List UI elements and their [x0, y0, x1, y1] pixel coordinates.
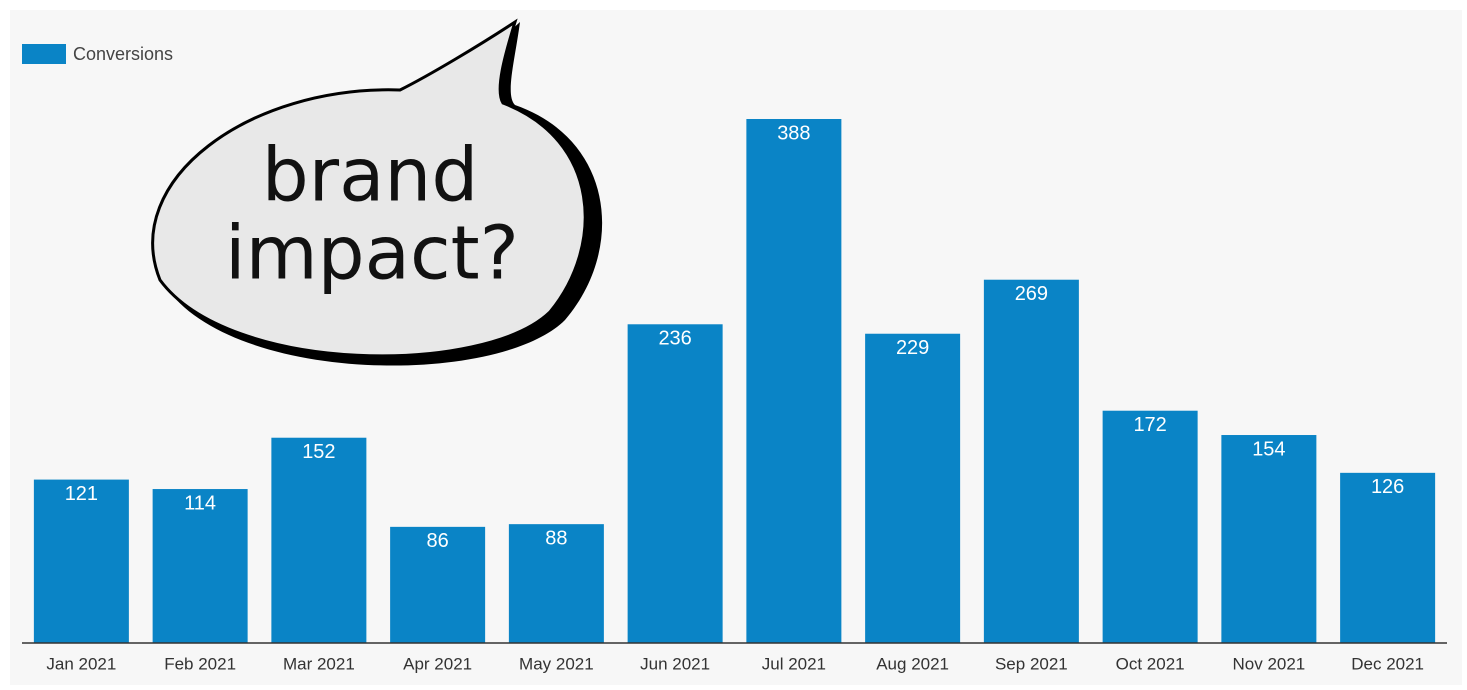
bar: [152, 489, 248, 643]
value-label: 154: [1252, 438, 1285, 460]
legend-label: Conversions: [73, 44, 173, 64]
x-tick-label: Dec 2021: [1351, 654, 1424, 673]
x-tick-label: Aug 2021: [876, 654, 949, 673]
bar: [865, 333, 961, 643]
value-label: 114: [184, 492, 216, 514]
bar: [33, 479, 129, 643]
bar: [983, 279, 1079, 643]
value-label: 388: [777, 122, 810, 144]
x-tick-label: Nov 2021: [1232, 654, 1305, 673]
value-label: 172: [1133, 414, 1166, 436]
x-tick-label: Feb 2021: [164, 654, 236, 673]
value-label: 121: [65, 483, 98, 505]
x-tick-label: Jan 2021: [46, 654, 116, 673]
x-tick-label: Apr 2021: [403, 654, 472, 673]
bar: [508, 524, 604, 643]
legend-swatch: [22, 44, 66, 64]
bubble: [151, 18, 587, 358]
value-label: 229: [896, 337, 929, 359]
annotation: brand: [262, 133, 479, 219]
value-label: 236: [658, 328, 691, 350]
value-label: 86: [427, 530, 449, 552]
bar: [390, 526, 486, 643]
bar: [1340, 472, 1436, 643]
bar: [1102, 410, 1198, 643]
bar: [1221, 435, 1317, 643]
plot: Conversions 121 114 152 86 88 236 388 229 269 172 1…: [22, 44, 1447, 673]
x-tick-label: Oct 2021: [1116, 654, 1185, 673]
value-label: 126: [1371, 476, 1404, 498]
x-tick-label: Jul 2021: [762, 654, 826, 673]
x-tick-label: Jun 2021: [640, 654, 710, 673]
bar: [746, 119, 842, 643]
value-label: 269: [1015, 283, 1048, 305]
value-label: 88: [545, 527, 567, 549]
x-tick-label: May 2021: [519, 654, 594, 673]
speech-bubble: brand impact?: [151, 18, 603, 366]
x-tick-label: Sep 2021: [995, 654, 1068, 673]
annotation: impact?: [225, 211, 519, 297]
bar: [627, 324, 723, 643]
value-label: 152: [302, 441, 335, 463]
bar: [271, 437, 367, 643]
x-tick-label: Mar 2021: [283, 654, 355, 673]
